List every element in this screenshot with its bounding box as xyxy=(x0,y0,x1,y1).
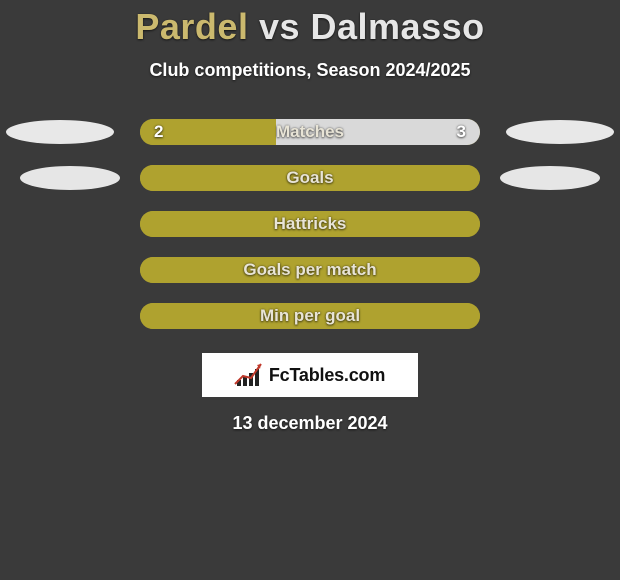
avatar-placeholder-left xyxy=(20,166,120,190)
avatar-placeholder-right xyxy=(506,120,614,144)
stat-row: Min per goal xyxy=(0,303,620,329)
avatar-placeholder-right xyxy=(500,166,600,190)
stat-row: Hattricks xyxy=(0,211,620,237)
stat-bar: Goals per match xyxy=(140,257,480,283)
stat-value-left: 2 xyxy=(154,122,163,142)
stat-bar: Goals xyxy=(140,165,480,191)
player1-name: Pardel xyxy=(135,6,248,47)
title-vs: vs xyxy=(259,6,311,47)
stat-bar: Min per goal xyxy=(140,303,480,329)
comparison-graphic: Pardel vs Dalmasso Club competitions, Se… xyxy=(0,0,620,580)
stats-container: 2 3 Matches Goals Hattricks Goals per match Mi… xyxy=(0,119,620,329)
date-line: 13 december 2024 xyxy=(0,413,620,434)
stat-label: Goals per match xyxy=(243,260,376,280)
subtitle: Club competitions, Season 2024/2025 xyxy=(0,60,620,81)
stat-label: Min per goal xyxy=(260,306,360,326)
logo-text: FcTables.com xyxy=(269,365,385,386)
stat-label: Goals xyxy=(286,168,333,188)
stat-row: Goals per match xyxy=(0,257,620,283)
stat-value-right: 3 xyxy=(457,122,466,142)
avatar-placeholder-left xyxy=(6,120,114,144)
stat-row: Goals xyxy=(0,165,620,191)
page-title: Pardel vs Dalmasso xyxy=(0,0,620,48)
stat-row: 2 3 Matches xyxy=(0,119,620,145)
logo-badge: FcTables.com xyxy=(202,353,418,397)
player2-name: Dalmasso xyxy=(311,6,485,47)
stat-bar: Hattricks xyxy=(140,211,480,237)
stat-label: Hattricks xyxy=(274,214,347,234)
stat-label: Matches xyxy=(276,122,344,142)
stat-bar: 2 3 Matches xyxy=(140,119,480,145)
logo-chart-icon xyxy=(235,364,263,386)
